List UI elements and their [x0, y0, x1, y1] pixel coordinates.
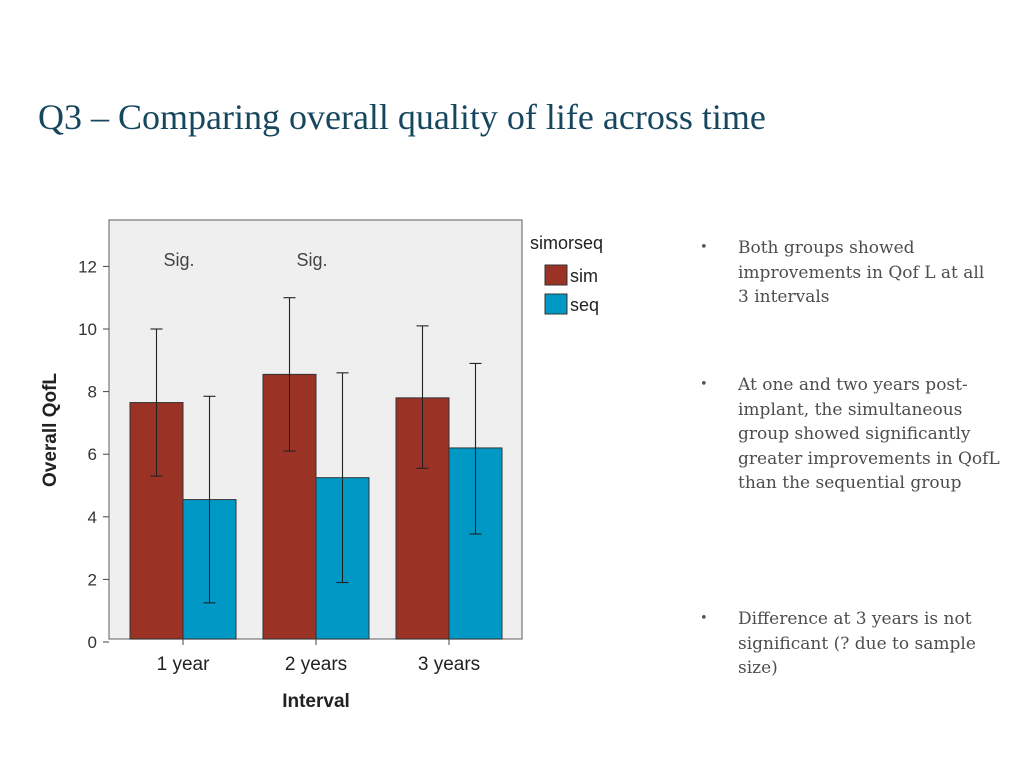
bullet-icon: • [700, 240, 708, 255]
legend-title: simorseq [530, 233, 603, 253]
y-tick-label: 8 [88, 383, 97, 402]
significance-label: Sig. [163, 250, 194, 270]
bullet-icon: • [700, 611, 708, 626]
y-tick-label: 4 [88, 508, 97, 527]
x-axis-title: Interval [282, 691, 350, 712]
bullet-item: • Both groups showed improvements in Qof… [700, 236, 1000, 310]
slide-title: Q3 – Comparing overall quality of life a… [38, 97, 766, 137]
legend-label: sim [570, 266, 598, 286]
y-axis-title: Overall QofL [40, 373, 61, 487]
bullet-item: • At one and two years post-implant, the… [700, 373, 1000, 496]
significance-label: Sig. [296, 250, 327, 270]
y-tick-label: 2 [88, 570, 97, 589]
legend-label: seq [570, 295, 599, 315]
legend-swatch-seq [544, 293, 568, 315]
y-tick-label: 12 [78, 257, 97, 276]
x-tick-label: 1 year [157, 654, 210, 675]
bullet-icon: • [700, 377, 708, 392]
bullet-text: Difference at 3 years is not significant… [738, 609, 976, 678]
bullet-text: Both groups showed improvements in Qof L… [738, 238, 985, 307]
legend-swatch-sim [544, 264, 568, 286]
x-tick-label: 3 years [418, 654, 480, 675]
bullet-item: • Difference at 3 years is not significa… [700, 607, 1000, 681]
y-tick-label: 10 [78, 320, 97, 339]
x-tick-label: 2 years [285, 654, 347, 675]
y-tick-label: 0 [88, 633, 97, 652]
bullet-text: At one and two years post-implant, the s… [738, 375, 1000, 493]
y-tick-label: 6 [88, 445, 97, 464]
bar-chart: 0 2 4 6 8 10 12 1 year 2 years 3 years Sig. Sig. Int… [40, 219, 603, 712]
